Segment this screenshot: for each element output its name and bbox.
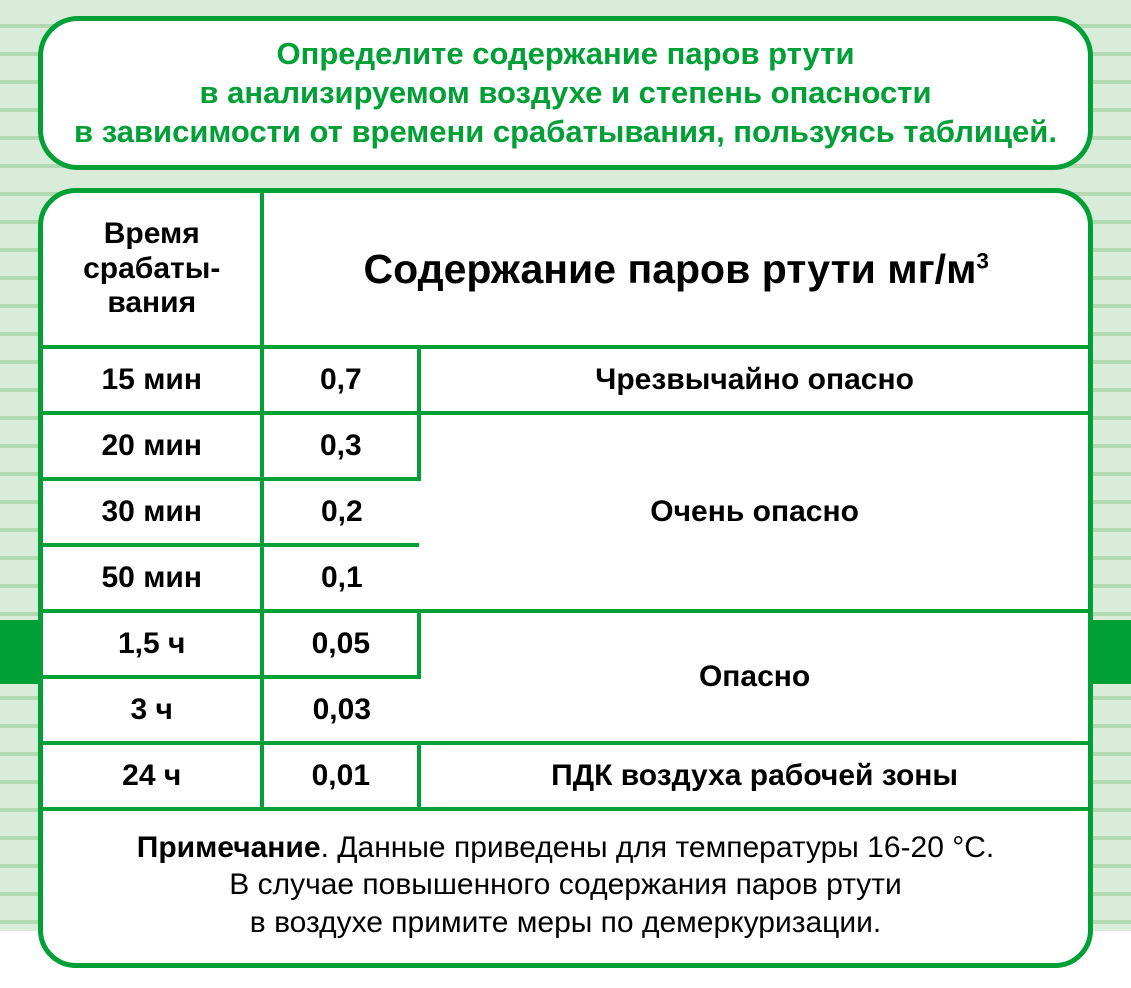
cell-value: 0,05	[262, 611, 419, 677]
title-box: Определите содержание паров ртути в анал…	[38, 16, 1093, 170]
title-line-2: в анализируемом воздухе и степень опасно…	[199, 75, 931, 110]
note-cell: Примечание. Данные приведены для темпера…	[43, 809, 1088, 964]
cell-time: 24 ч	[43, 743, 262, 809]
cell-value: 0,7	[262, 347, 419, 413]
cell-value: 0,3	[262, 413, 419, 479]
side-tab-left	[0, 620, 38, 684]
header-time: Время срабаты- вания	[43, 193, 262, 347]
cell-time: 30 мин	[43, 479, 262, 545]
cell-time: 15 мин	[43, 347, 262, 413]
header-time-l1: Время	[104, 217, 200, 250]
header-content: Содержание паров ртути мг/м3	[262, 193, 1088, 347]
header-time-l2: срабаты-	[83, 252, 220, 285]
table-header-row: Время срабаты- вания Содержание паров рт…	[43, 193, 1088, 347]
title-text: Определите содержание паров ртути в анал…	[73, 35, 1058, 151]
note-line-3: в воздухе примите меры по демеркуризации…	[250, 906, 881, 939]
cell-time: 1,5 ч	[43, 611, 262, 677]
cell-desc: ПДК воздуха рабочей зоны	[419, 743, 1088, 809]
note-label: Примечание	[137, 831, 321, 864]
table-row: 24 ч 0,01 ПДК воздуха рабочей зоны	[43, 743, 1088, 809]
cell-desc: Опасно	[419, 611, 1088, 743]
header-time-l3: вания	[107, 286, 196, 319]
table-container: Время срабаты- вания Содержание паров рт…	[38, 188, 1093, 968]
table-note-row: Примечание. Данные приведены для темпера…	[43, 809, 1088, 964]
note-line-1: . Данные приведены для температуры 16-20…	[321, 831, 995, 864]
table-row: 1,5 ч 0,05 Опасно	[43, 611, 1088, 677]
header-content-text: Содержание паров ртути мг/м	[363, 246, 976, 292]
cell-time: 3 ч	[43, 677, 262, 743]
cell-value: 0,01	[262, 743, 419, 809]
cell-time: 50 мин	[43, 545, 262, 611]
cell-time: 20 мин	[43, 413, 262, 479]
side-tab-right	[1093, 620, 1131, 684]
note-line-2: В случае повышенного содержания паров рт…	[229, 868, 902, 901]
cell-desc: Очень опасно	[419, 413, 1088, 611]
cell-value: 0,03	[262, 677, 419, 743]
cell-desc: Чрезвычайно опасно	[419, 347, 1088, 413]
title-line-3: в зависимости от времени срабатывания, п…	[74, 114, 1057, 149]
table-row: 15 мин 0,7 Чрезвычайно опасно	[43, 347, 1088, 413]
table-row: 20 мин 0,3 Очень опасно	[43, 413, 1088, 479]
title-line-1: Определите содержание паров ртути	[276, 36, 854, 71]
cell-value: 0,2	[262, 479, 419, 545]
cell-value: 0,1	[262, 545, 419, 611]
header-content-sup: 3	[976, 248, 989, 273]
content-wrapper: Определите содержание паров ртути в анал…	[0, 0, 1131, 988]
mercury-table: Время срабаты- вания Содержание паров рт…	[43, 193, 1088, 963]
